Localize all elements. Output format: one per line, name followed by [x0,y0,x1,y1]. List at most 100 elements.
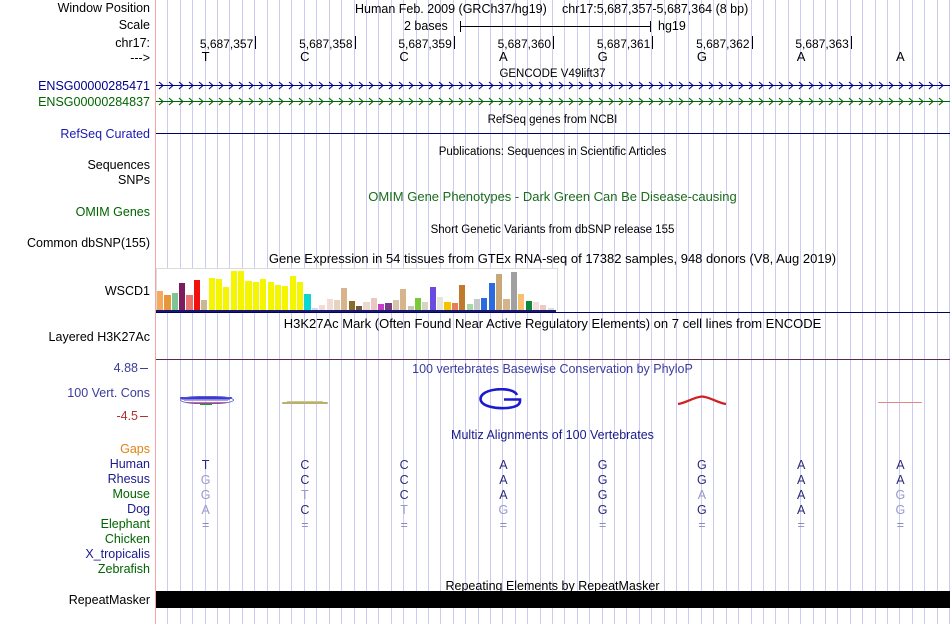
gaps-label[interactable]: Gaps [120,442,150,456]
gtex-tissue-bar[interactable] [451,302,458,310]
gtex-tissue-bar[interactable] [304,294,311,310]
gtex-tissue-bar[interactable] [547,308,554,310]
gtex-tissue-bar[interactable] [179,283,186,310]
gtex-tissue-bar[interactable] [444,302,451,310]
gtex-bar-chart[interactable] [157,269,555,310]
gtex-tissue-bar[interactable] [297,281,304,310]
gtex-tissue-bar[interactable] [503,299,510,310]
gtex-tissue-bar[interactable] [311,308,318,310]
gtex-tissue-bar[interactable] [282,286,289,310]
gtex-tissue-bar[interactable] [481,298,488,310]
conservation-center-label: 100 vertebrates Basewise Conservation by… [412,362,693,376]
gtex-tissue-bar[interactable] [245,280,252,310]
conservation-track-label[interactable]: 100 Vert. Cons [67,386,150,400]
gtex-tissue-bar[interactable] [238,271,245,310]
phylop-conservation-plot[interactable] [156,368,950,422]
strand-arrow-icon [698,80,705,91]
gene-track-ENSG00000284837[interactable] [156,96,950,107]
strand-arrow-icon [258,96,265,107]
gtex-tissue-bar[interactable] [260,278,267,310]
gene-track-ENSG00000285471[interactable] [156,80,950,91]
gtex-tissue-bar[interactable] [171,293,178,310]
gtex-tissue-bar[interactable] [385,302,392,310]
scale-db-label: hg19 [658,19,686,33]
gtex-tissue-bar[interactable] [496,273,503,310]
gtex-tissue-bar[interactable] [370,298,377,310]
gtex-tissue-bar[interactable] [326,299,333,310]
gtex-tissue-bar[interactable] [540,304,547,310]
strand-arrow-icon [588,80,595,91]
species-label-human[interactable]: Human [109,457,150,471]
repeatmasker-bar[interactable] [156,591,950,608]
strand-arrow-icon [628,96,635,107]
gtex-tissue-bar[interactable] [378,303,385,310]
layered-h3k27ac-label[interactable]: Layered H3K27Ac [48,330,150,344]
gtex-tissue-bar[interactable] [230,271,237,310]
species-label-x_tropicalis[interactable]: X_tropicalis [85,547,150,561]
repeatmasker-label[interactable]: RepeatMasker [68,593,150,607]
omim-genes-label[interactable]: OMIM Genes [75,205,150,219]
alignment-base: C [300,458,310,472]
strand-arrow-icon [828,80,835,91]
gtex-tissue-bar[interactable] [274,285,282,310]
species-label-mouse[interactable]: Mouse [112,487,150,501]
gene-label-ENSG00000284837[interactable]: ENSG00000284837 [38,95,150,109]
strand-arrow-icon [638,80,645,91]
strand-arrow-icon [808,96,815,107]
position-readout[interactable]: chr17:5,687,357-5,687,364 (8 bp) [562,2,749,16]
gtex-tissue-bar[interactable] [525,301,532,310]
gtex-tissue-bar[interactable] [510,271,517,310]
species-label-chicken[interactable]: Chicken [104,532,150,546]
species-label-zebrafish[interactable]: Zebrafish [97,562,150,576]
gtex-tissue-bar[interactable] [473,299,481,310]
gtex-tissue-bar[interactable] [518,294,525,310]
strand-arrow-icon [588,96,595,107]
gtex-tissue-bar[interactable] [252,281,259,310]
gtex-tissue-bar[interactable] [488,283,495,310]
gtex-tissue-bar[interactable] [466,303,473,310]
gtex-tissue-bar[interactable] [422,302,429,310]
species-label-dog[interactable]: Dog [127,502,150,516]
scale-bar-left-cap [460,21,461,32]
species-label-rhesus[interactable]: Rhesus [107,472,150,486]
gtex-tissue-bar[interactable] [164,294,171,310]
gtex-tissue-bar[interactable] [333,300,341,310]
species-label-elephant[interactable]: Elephant [100,517,150,531]
gtex-tissue-bar[interactable] [356,305,363,310]
gene-label-ENSG00000285471[interactable]: ENSG00000285471 [38,79,150,93]
strand-arrow-icon [628,80,635,91]
gtex-tissue-bar[interactable] [437,296,444,310]
strand-arrow-icon [428,96,435,107]
refseq-curated-label[interactable]: RefSeq Curated [60,127,150,141]
gtex-tissue-bar[interactable] [215,278,223,310]
gtex-tissue-bar[interactable] [319,304,326,310]
gtex-tissue-bar[interactable] [267,281,274,310]
gtex-tissue-bar[interactable] [201,300,208,310]
gtex-tissue-bar[interactable] [157,290,164,310]
gtex-tissue-bar[interactable] [363,302,370,310]
strand-arrow-icon [928,96,935,107]
gtex-tissue-bar[interactable] [193,279,200,310]
alignment-base: G [498,503,509,517]
gtex-tissue-bar[interactable] [532,302,540,310]
ruler-tick-label: 5,687,361 [596,37,651,51]
gtex-tissue-bar[interactable] [223,286,230,310]
gtex-tissue-bar[interactable] [289,276,296,310]
reference-base-A: A [896,49,905,64]
gtex-tissue-bar[interactable] [341,287,348,310]
gtex-gene-label[interactable]: WSCD1 [104,284,150,298]
gtex-tissue-bar[interactable] [459,285,466,310]
gtex-tissue-bar[interactable] [186,294,193,310]
gtex-tissue-bar[interactable] [414,298,422,310]
gtex-tissue-bar[interactable] [429,286,436,310]
conservation-min-tick [140,416,148,417]
gtex-tissue-bar[interactable] [407,305,414,310]
snps-label[interactable]: SNPs [118,173,150,187]
sequences-label[interactable]: Sequences [87,158,150,172]
common-dbsnp-label[interactable]: Common dbSNP(155) [27,236,150,250]
gtex-tissue-bar[interactable] [392,300,399,310]
strand-arrow-icon [398,96,405,107]
gtex-tissue-bar[interactable] [348,301,355,310]
gtex-tissue-bar[interactable] [208,278,215,310]
gtex-tissue-bar[interactable] [400,288,407,310]
